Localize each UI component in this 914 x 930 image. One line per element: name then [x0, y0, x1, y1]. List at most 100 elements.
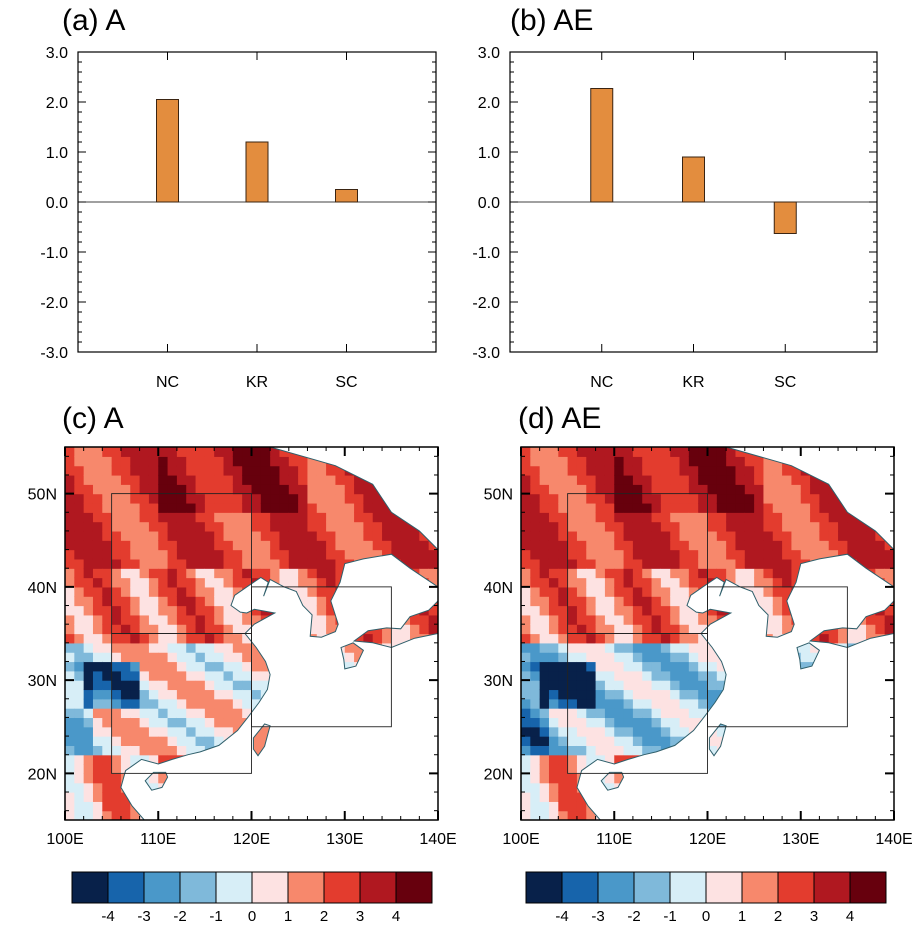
field-cell [763, 530, 774, 541]
field-cell [819, 596, 830, 607]
field-cell [139, 521, 150, 532]
field-cell [521, 549, 531, 560]
field-cell [326, 726, 337, 737]
field-cell [558, 670, 569, 681]
field-cell [158, 670, 169, 681]
field-cell [670, 530, 681, 541]
field-cell [754, 717, 765, 728]
field-cell [428, 474, 438, 485]
field-cell [288, 568, 299, 579]
field-cell [391, 624, 402, 635]
field-cell [83, 782, 94, 793]
field-cell [866, 782, 876, 793]
field-cell [372, 801, 383, 812]
field-cell [111, 782, 122, 793]
field-cell [576, 568, 587, 579]
field-cell [866, 801, 876, 812]
field-cell [614, 680, 625, 691]
field-cell [772, 782, 783, 793]
charts-layer: 3.02.01.00.0-1.0-2.0-3.0NC KR SC3.02.01.00… [28, 45, 913, 925]
field-cell [148, 493, 159, 504]
field-cell [744, 586, 755, 597]
field-cell [316, 652, 327, 663]
field-cell [800, 652, 811, 663]
field-cell [810, 456, 820, 467]
field-cell [270, 792, 281, 802]
field-cell [167, 689, 178, 700]
field-cell [828, 577, 839, 588]
field-cell [623, 782, 634, 793]
field-cell [288, 586, 299, 597]
field-cell [688, 540, 699, 551]
field-cell [754, 642, 765, 653]
field-cell [270, 773, 281, 784]
field-cell [856, 596, 867, 607]
field-cell [186, 614, 197, 625]
field-cell [772, 670, 783, 681]
field-cell [614, 726, 625, 737]
field-cell [130, 568, 141, 579]
field-cell [363, 502, 374, 513]
field-cell [74, 512, 85, 523]
field-cell [856, 708, 867, 719]
field-cell [307, 456, 318, 467]
field-cell [148, 726, 159, 737]
field-cell [866, 624, 876, 635]
colorbar-swatch [561, 871, 599, 904]
field-cell [856, 782, 867, 793]
field-cell [660, 773, 671, 784]
field-cell [344, 670, 355, 681]
field-cell [670, 624, 681, 635]
field-cell [810, 689, 820, 700]
field-cell [232, 810, 243, 820]
field-cell [810, 549, 820, 560]
field-cell [679, 447, 690, 457]
panel-a-title: (a) A [62, 4, 125, 37]
field-cell [642, 661, 653, 672]
field-cell [763, 493, 774, 504]
field-cell [614, 540, 625, 551]
lon-tick-label: 120E [233, 831, 270, 848]
field-cell [260, 502, 271, 513]
field-cell [102, 680, 113, 691]
field-cell [586, 549, 597, 560]
field-cell [548, 773, 559, 784]
field-cell [567, 447, 578, 457]
field-cell [204, 568, 215, 579]
field-cell [847, 708, 858, 719]
field-cell [102, 530, 113, 541]
field-cell [810, 792, 820, 802]
field-cell [726, 465, 737, 476]
field-cell [810, 680, 820, 691]
field-cell [763, 773, 774, 784]
field-cell [810, 745, 820, 756]
field-cell [866, 764, 876, 774]
field-cell [158, 568, 169, 579]
field-cell [548, 447, 559, 457]
field-cell [828, 558, 839, 569]
field-cell [698, 754, 709, 765]
field-cell [232, 633, 243, 644]
field-cell [288, 680, 299, 691]
field-cell [326, 661, 337, 672]
field-cell [576, 474, 587, 485]
y-tick-label: 2.0 [46, 95, 68, 112]
field-cell [576, 810, 587, 820]
field-cell [344, 708, 355, 719]
field-cell [828, 447, 839, 457]
coastline [64, 446, 439, 821]
field-cell [204, 680, 215, 691]
field-cell [92, 530, 103, 541]
field-cell [623, 792, 634, 802]
field-cell [419, 689, 430, 700]
field-cell [884, 661, 894, 672]
field-cell [716, 549, 727, 560]
field-cell [595, 605, 606, 616]
field-cell [83, 717, 94, 728]
field-cell [139, 456, 150, 467]
field-cell [65, 754, 75, 765]
field-cell [586, 568, 597, 579]
field-cell [419, 810, 430, 820]
field-cell [83, 586, 94, 597]
field-cell [111, 642, 122, 653]
